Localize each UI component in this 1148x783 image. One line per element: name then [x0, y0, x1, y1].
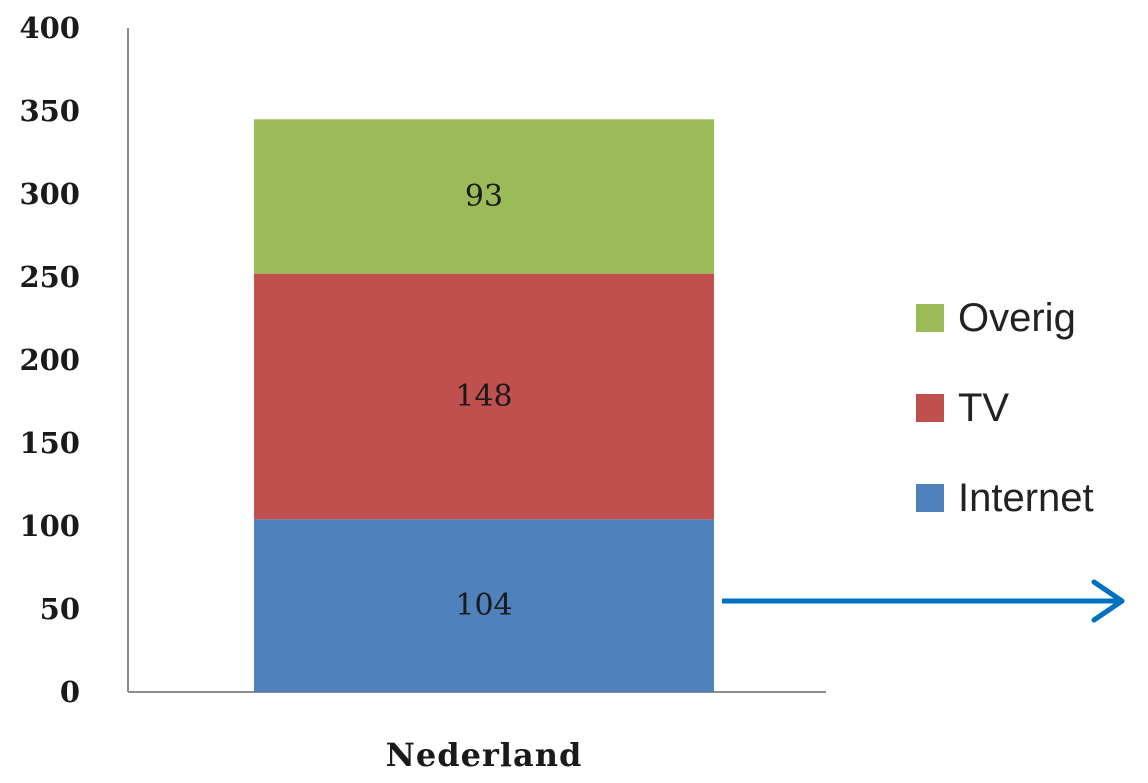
- legend-swatch-internet: [916, 484, 944, 512]
- category-labels: Nederland: [386, 736, 583, 774]
- y-tick-label: 350: [19, 94, 80, 128]
- y-tick-label: 250: [19, 260, 80, 294]
- data-labels: 104 148 93: [455, 179, 512, 623]
- legend-label-tv: TV: [958, 386, 1009, 430]
- arrow-head: [1091, 579, 1125, 623]
- legend-label-internet: Internet: [958, 476, 1094, 520]
- data-label-overig: 93: [465, 179, 503, 214]
- y-tick-label: 50: [40, 592, 80, 626]
- data-label-internet: 104: [455, 588, 512, 623]
- y-tick-label: 300: [19, 177, 80, 211]
- y-tick-label: 0: [60, 675, 80, 709]
- y-tick-labels: 0 50 100 150 200 250 300 350 400: [19, 11, 80, 709]
- bar-segment-tv: [254, 273, 714, 520]
- y-tick-label: 200: [19, 343, 80, 377]
- bars: [254, 119, 714, 692]
- data-label-tv: 148: [455, 379, 512, 414]
- y-tick-label: 150: [19, 426, 80, 460]
- legend-label-overig: Overig: [958, 296, 1076, 340]
- y-tick-label: 100: [19, 509, 80, 543]
- category-label: Nederland: [386, 736, 583, 774]
- legend-swatch-overig: [916, 304, 944, 332]
- bar-segment-overig: [254, 119, 714, 274]
- legend-swatch-tv: [916, 394, 944, 422]
- y-tick-label: 400: [19, 11, 80, 45]
- legend: Overig TV Internet: [916, 296, 1094, 520]
- annotation-arrow: [722, 579, 1125, 623]
- bar-segment-internet: [254, 519, 714, 692]
